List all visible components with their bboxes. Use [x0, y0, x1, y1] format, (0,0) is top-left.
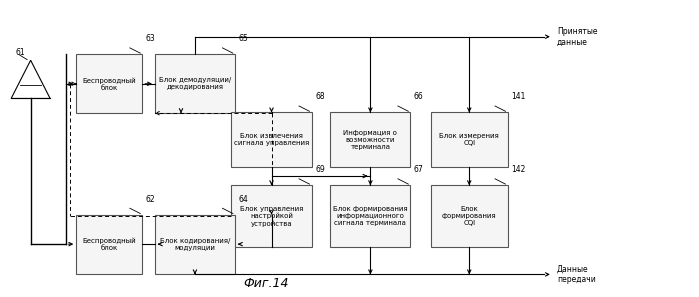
Text: 69: 69 — [315, 165, 325, 174]
Text: Блок измерения
CQI: Блок измерения CQI — [440, 133, 499, 146]
Text: Данные
передачи: Данные передачи — [557, 265, 596, 284]
FancyBboxPatch shape — [155, 54, 235, 113]
Text: Принятые
данные: Принятые данные — [557, 27, 598, 46]
Text: 61: 61 — [15, 48, 25, 57]
Text: 68: 68 — [315, 92, 324, 101]
Text: Блок кодирования/
модуляции: Блок кодирования/ модуляции — [160, 238, 230, 251]
Text: Блок извлечения
сигнала управления: Блок извлечения сигнала управления — [234, 133, 309, 146]
FancyBboxPatch shape — [231, 185, 312, 247]
Text: 64: 64 — [238, 195, 248, 203]
Text: 65: 65 — [238, 34, 248, 43]
Text: Блок управления
настройкой
устройства: Блок управления настройкой устройства — [240, 206, 303, 227]
Text: 67: 67 — [414, 165, 424, 174]
FancyBboxPatch shape — [431, 113, 507, 167]
Text: 62: 62 — [146, 195, 155, 203]
Text: Блок
формирования
CQI: Блок формирования CQI — [442, 206, 496, 226]
Text: 141: 141 — [511, 92, 526, 101]
Text: Блок формирования
информационного
сигнала терминала: Блок формирования информационного сигнал… — [333, 206, 408, 226]
FancyBboxPatch shape — [155, 215, 235, 274]
Text: 63: 63 — [146, 34, 156, 43]
FancyBboxPatch shape — [331, 113, 410, 167]
Text: Беспроводный
блок: Беспроводный блок — [82, 77, 136, 91]
FancyBboxPatch shape — [431, 185, 507, 247]
Text: Фиг.14: Фиг.14 — [243, 277, 289, 290]
Text: 142: 142 — [511, 165, 526, 174]
Text: Информация о
возможности
терминала: Информация о возможности терминала — [343, 130, 397, 150]
FancyBboxPatch shape — [76, 215, 143, 274]
FancyBboxPatch shape — [231, 113, 312, 167]
Text: Беспроводный
блок: Беспроводный блок — [82, 237, 136, 251]
Text: Блок демодуляции/
декодирования: Блок демодуляции/ декодирования — [159, 77, 231, 90]
FancyBboxPatch shape — [76, 54, 143, 113]
Text: 66: 66 — [414, 92, 424, 101]
FancyBboxPatch shape — [331, 185, 410, 247]
